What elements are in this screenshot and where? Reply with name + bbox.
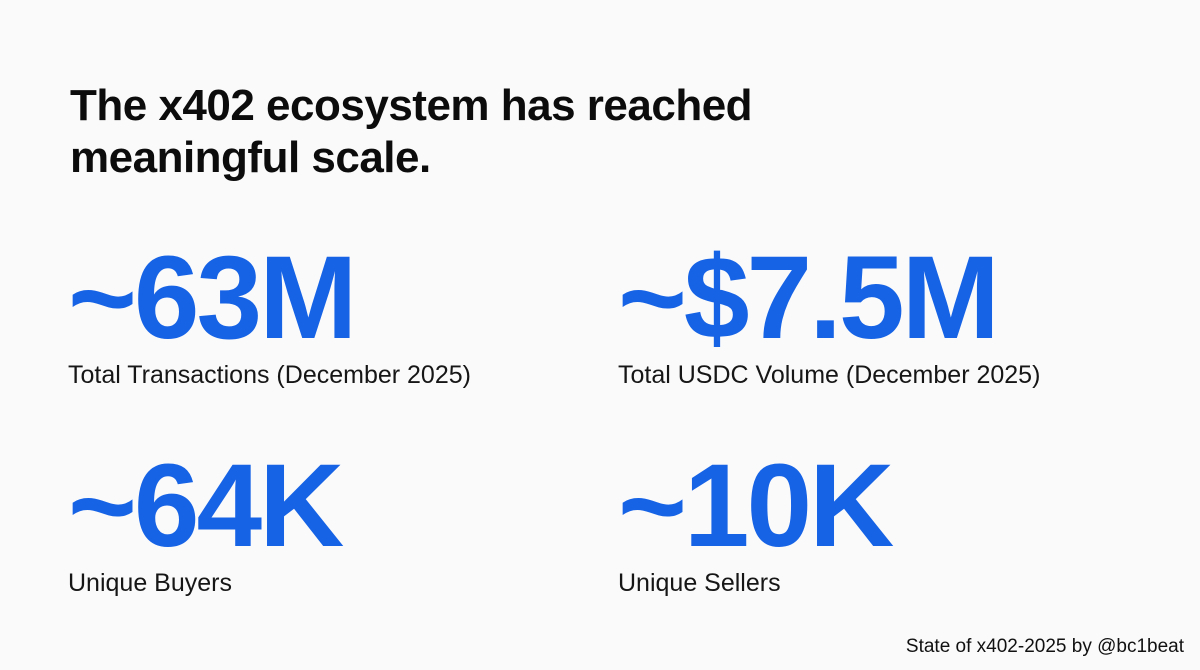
stat-label: Total USDC Volume (December 2025) — [618, 361, 1041, 389]
stat-total-usdc-volume: ~$7.5M Total USDC Volume (December 2025) — [618, 238, 1138, 390]
stat-label: Unique Sellers — [618, 569, 781, 597]
stat-label: Total Transactions (December 2025) — [68, 361, 471, 389]
stat-unique-sellers: ~10K Unique Sellers — [618, 446, 1138, 598]
stat-value: ~10K — [618, 440, 894, 572]
slide-title-line-2: meaningful scale. — [70, 133, 431, 182]
footer-credit: State of x402-2025 by @bc1beat — [905, 636, 1184, 657]
stat-value: ~63M — [68, 232, 357, 364]
stat-unique-buyers: ~64K Unique Buyers — [68, 446, 588, 598]
stat-value: ~$7.5M — [618, 232, 1000, 364]
stat-value: ~64K — [68, 440, 344, 572]
slide-title-line-1: The x402 ecosystem has reached — [70, 81, 753, 130]
slide-title: The x402 ecosystem has reached meaningfu… — [70, 80, 970, 184]
stat-label: Unique Buyers — [68, 569, 232, 597]
stat-total-transactions: ~63M Total Transactions (December 2025) — [68, 238, 588, 390]
